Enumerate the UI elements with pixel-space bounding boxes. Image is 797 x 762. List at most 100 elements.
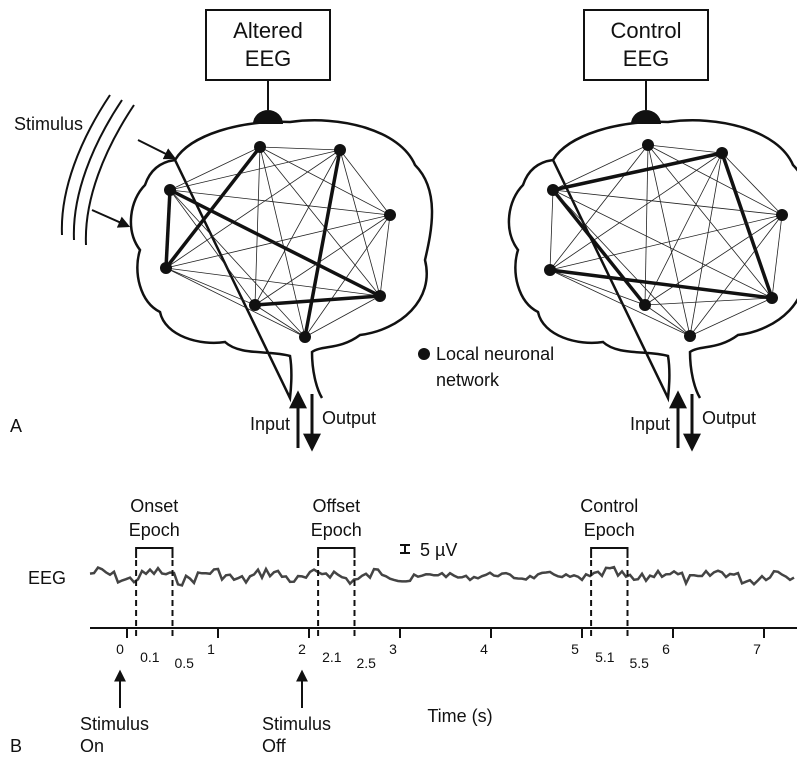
tick-label: 6 [662, 641, 670, 657]
box-label: Control [611, 18, 682, 43]
network [160, 141, 396, 343]
connection [721, 152, 783, 216]
connection [339, 149, 391, 216]
node [642, 139, 654, 151]
node [374, 290, 386, 302]
scale-bar [400, 544, 410, 554]
connection [259, 146, 381, 297]
brain-outline [129, 119, 434, 400]
connection [254, 304, 306, 338]
connection [259, 146, 306, 338]
connection [169, 189, 306, 338]
flow-label: Input [630, 414, 670, 434]
bound-label: 5.5 [630, 655, 650, 671]
connection [165, 267, 256, 306]
connection [552, 189, 773, 299]
axis-title: Time (s) [427, 706, 492, 726]
connection [689, 297, 773, 337]
arrow [137, 139, 177, 160]
connection [549, 152, 723, 271]
connection [254, 294, 381, 307]
connection [549, 144, 649, 271]
trace-label: EEG [28, 568, 66, 588]
epoch-bracket [317, 547, 356, 558]
connection [169, 189, 391, 216]
scale-label: 5 µV [420, 540, 457, 560]
connection [304, 295, 381, 338]
tick-label: 1 [207, 641, 215, 657]
bound-label: 0.5 [175, 655, 195, 671]
event-label: Stimulus [262, 714, 331, 734]
stimulus-wave [60, 94, 135, 246]
connection [549, 214, 783, 271]
connection [647, 144, 691, 337]
epoch-label: Onset [130, 496, 178, 516]
connection [259, 146, 341, 151]
connection [165, 149, 341, 269]
connection [552, 189, 691, 337]
flow-label: Input [250, 414, 290, 434]
bound-label: 2.1 [322, 649, 342, 665]
connection [644, 144, 649, 306]
box-label: EEG [245, 46, 291, 71]
node [547, 184, 559, 196]
connection [164, 145, 262, 270]
box-label: EEG [623, 46, 669, 71]
panel-a: A Altered EEG Control EEG Stimulus Local… [10, 9, 797, 452]
tick-label: 3 [389, 641, 397, 657]
epoch-label: Control [580, 496, 638, 516]
node [684, 330, 696, 342]
bound-label: 2.5 [357, 655, 377, 671]
connection [552, 189, 783, 216]
connection [549, 189, 554, 271]
connection [164, 189, 172, 269]
connection [549, 269, 646, 306]
connection [644, 214, 783, 306]
electrode [631, 110, 661, 124]
connection [552, 151, 723, 192]
connection [165, 267, 306, 338]
connection [165, 214, 391, 269]
flow-label: Output [702, 408, 756, 428]
legend-label: Local neuronal [436, 344, 554, 364]
legend-label: network [436, 370, 500, 390]
connection [551, 188, 647, 307]
eeg-trace [89, 565, 795, 587]
connection [720, 152, 774, 299]
event-label: On [80, 736, 104, 756]
panel-label: A [10, 416, 22, 436]
epoch-bracket [590, 547, 629, 558]
box-label: Altered [233, 18, 303, 43]
connection [254, 149, 341, 306]
stimulus-label: Stimulus [14, 114, 83, 134]
bound-label: 5.1 [595, 649, 615, 665]
node [776, 209, 788, 221]
node [254, 141, 266, 153]
network [544, 139, 788, 342]
connection [169, 146, 261, 191]
node [544, 264, 556, 276]
tick-label: 5 [571, 641, 579, 657]
epoch-label: Epoch [584, 520, 635, 540]
tick-label: 2 [298, 641, 306, 657]
connection [165, 267, 381, 297]
connection [169, 188, 381, 298]
electrode [253, 110, 283, 124]
connection [339, 149, 381, 297]
connection [647, 144, 783, 216]
epoch-label: Epoch [129, 520, 180, 540]
connection [259, 146, 391, 216]
electrode-box [205, 9, 331, 81]
flow-label: Output [322, 408, 376, 428]
panel-b: B EEG 5 µV Time (s) 0 1 2 3 4 5 6 7 Onset Epoch 0.… [10, 496, 797, 756]
tick-label: 7 [753, 641, 761, 657]
connection [549, 268, 773, 300]
connection [303, 149, 342, 338]
node [639, 299, 651, 311]
connection [254, 146, 261, 306]
node [249, 299, 261, 311]
epoch-label: Epoch [311, 520, 362, 540]
epoch-bracket [135, 547, 174, 558]
connection [647, 144, 723, 154]
